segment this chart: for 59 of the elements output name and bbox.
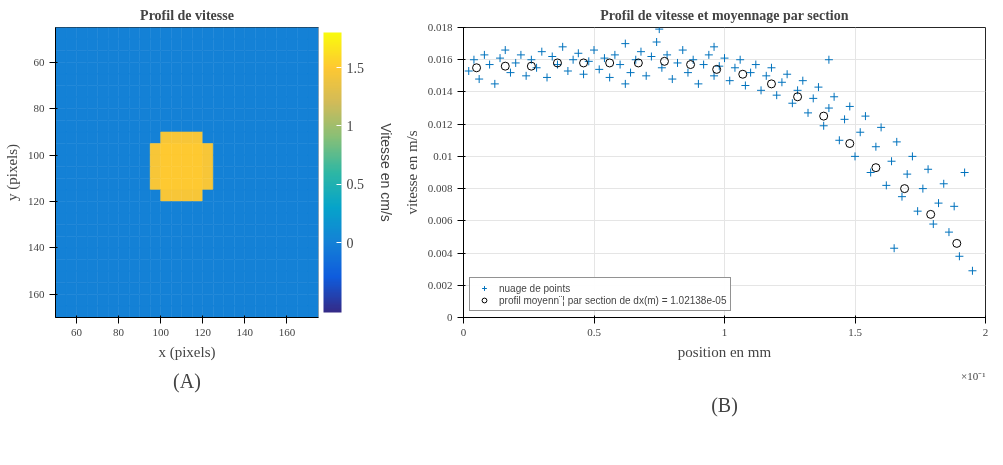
color-bar-label: 0: [346, 235, 354, 251]
y-tick-label: 100: [28, 148, 45, 161]
text: (B): [711, 393, 738, 417]
point: [871, 163, 881, 173]
x-tick-label: 2: [982, 325, 989, 338]
x-axis-title: position en mm: [677, 343, 772, 360]
point: [926, 209, 936, 219]
point: [819, 111, 829, 121]
y-tick-label: 0: [447, 311, 453, 323]
point: [900, 184, 910, 194]
chart-title: Profil de vitesse: [140, 7, 234, 23]
y-axis-title: y (pixels): [4, 143, 21, 202]
x-tick-label: 80: [113, 325, 125, 338]
y-axis-title: vitesse en m/s: [403, 130, 420, 215]
point: [659, 56, 669, 66]
legend-label: profil moyenn¨¦ par section de dx(m) = 1.02138e-05: [499, 294, 727, 306]
x-tick-label: 100: [152, 325, 170, 338]
point: [952, 238, 962, 248]
text: ×10⁻¹: [961, 369, 986, 382]
y-tick-label: 0.002: [427, 278, 453, 291]
y-tick-label: 60: [33, 55, 45, 68]
x-tick-label: 120: [194, 325, 212, 338]
x-tick-label: 0: [460, 325, 467, 338]
x-tick-label: 60: [71, 325, 83, 338]
point: [500, 61, 510, 71]
point: [766, 79, 776, 89]
x-tick-label: 1: [721, 325, 728, 338]
y-tick-label: 0.014: [427, 85, 453, 98]
y-tick-label: 80: [33, 102, 45, 115]
y-tick-label: 0.008: [427, 182, 453, 195]
y-tick-label: 0.016: [427, 53, 453, 66]
y-tick-label: 0.01: [433, 149, 453, 162]
y-tick-label: 0.012: [427, 117, 453, 130]
point: [686, 60, 696, 70]
y-tick-label: 0.004: [427, 246, 453, 259]
point: [605, 58, 615, 68]
x-tick-label: 0.5: [587, 325, 602, 338]
point: [845, 139, 855, 148]
y-tick-label: 0.018: [427, 21, 453, 33]
color-bar-title: Vitesse en cm/s: [377, 123, 394, 222]
point: [579, 58, 589, 68]
y-tick-label: 0.006: [427, 214, 453, 227]
legend-label: nuage de points: [499, 282, 571, 294]
color-bar-label: 0.5: [346, 177, 364, 193]
x-tick-label: 1.5: [848, 325, 863, 338]
x-axis-title: x (pixels): [158, 343, 216, 361]
point: [526, 61, 536, 71]
chart-title: Profil de vitesse et moyennage par section: [600, 7, 849, 23]
color-bar-label: 1.5: [346, 60, 364, 76]
color-bar-label: 1: [346, 118, 354, 134]
point: [472, 63, 482, 73]
x-tick-label: 140: [236, 325, 254, 338]
y-tick-label: 140: [28, 241, 45, 254]
text: (A): [173, 369, 201, 393]
point: [793, 92, 803, 102]
point: [738, 69, 748, 79]
y-tick-label: 120: [28, 195, 45, 207]
x-tick-label: 160: [278, 325, 296, 338]
y-tick-label: 160: [28, 287, 45, 300]
